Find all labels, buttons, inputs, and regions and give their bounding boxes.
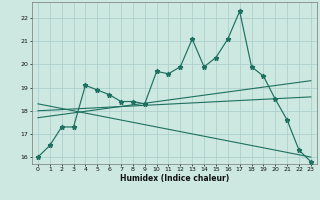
X-axis label: Humidex (Indice chaleur): Humidex (Indice chaleur): [120, 174, 229, 183]
